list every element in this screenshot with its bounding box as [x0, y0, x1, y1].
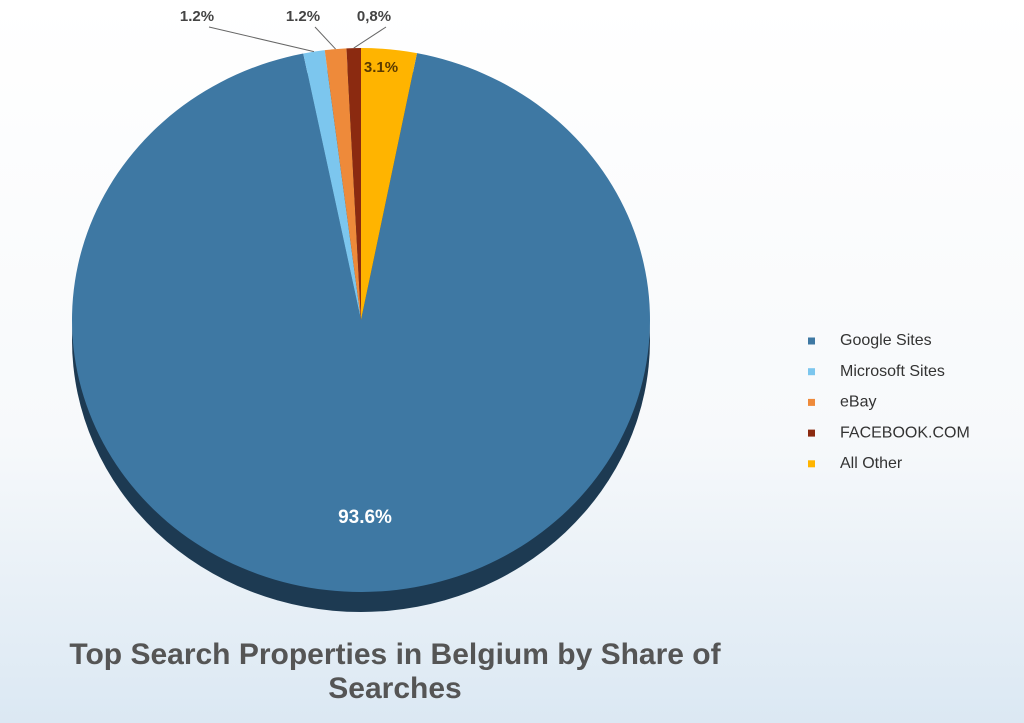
legend-marker [808, 337, 815, 345]
legend-marker [808, 368, 815, 376]
legend-marker [808, 460, 815, 468]
legend-label: Microsoft Sites [840, 363, 945, 380]
chart-title: Top Search Properties in Belgium by Shar… [69, 638, 721, 705]
legend-marker [808, 398, 815, 406]
data-label: 3.1% [364, 59, 398, 76]
legend-label: eBay [840, 394, 876, 411]
pie-slice [361, 48, 417, 320]
pie-slice [303, 50, 361, 321]
pie-slice [346, 48, 361, 320]
legend-marker [808, 429, 815, 437]
legend-label: FACEBOOK.COM [840, 424, 970, 441]
legend-label: All Other [840, 455, 903, 472]
leader-line [208, 26, 315, 53]
leader-line [314, 26, 336, 50]
data-label: 93.6% [338, 507, 392, 528]
leader-line [353, 26, 387, 49]
data-label: 1.2% [180, 8, 214, 25]
data-label: 0,8% [357, 8, 391, 25]
pie-slice [324, 48, 361, 320]
data-label: 1.2% [286, 8, 320, 25]
pie-slice [72, 53, 651, 593]
legend-label: Google Sites [840, 332, 932, 349]
